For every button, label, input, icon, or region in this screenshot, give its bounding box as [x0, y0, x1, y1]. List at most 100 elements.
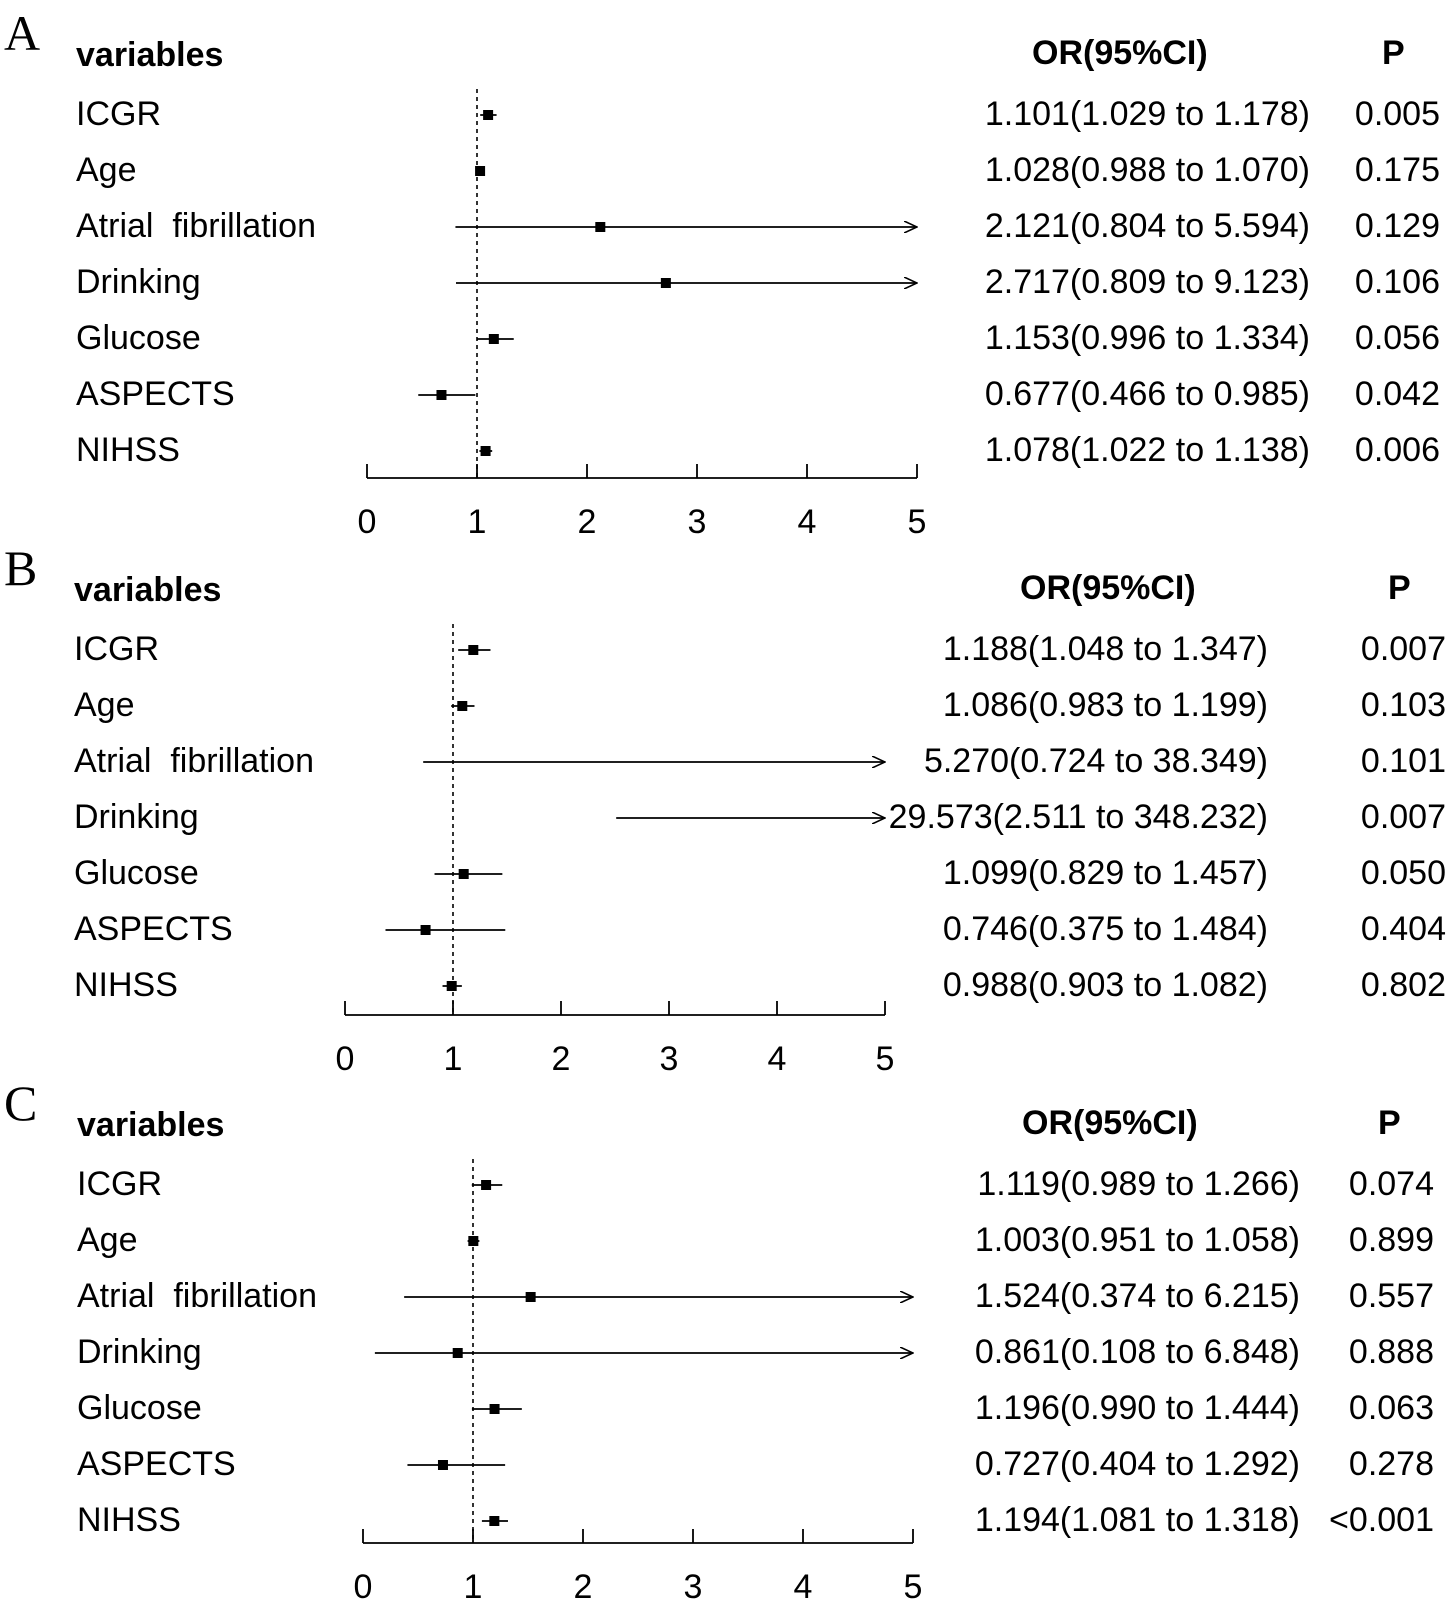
or-point — [489, 1516, 500, 1526]
x-tick-label: 3 — [659, 1040, 679, 1078]
row-or-ci-text: 1.196(0.990 to 1.444) — [974, 1389, 1300, 1427]
or-point — [420, 925, 431, 935]
row-or-ci-text: 0.746(0.375 to 1.484) — [942, 910, 1268, 948]
row-variable-label: Atrial fibrillation — [74, 742, 314, 780]
row-p-value: 0.042 — [1354, 375, 1440, 413]
row-variable-label: ASPECTS — [74, 910, 233, 948]
row-variable-label: Atrial fibrillation — [77, 1277, 317, 1315]
panel-letter: C — [4, 1075, 38, 1131]
header-variables: variables — [77, 1106, 225, 1144]
row-or-ci-text: 1.028(0.988 to 1.070) — [984, 151, 1310, 189]
row-p-value: 0.007 — [1360, 798, 1446, 836]
row-p-value: 0.802 — [1360, 966, 1446, 1004]
x-tick-label: 4 — [767, 1040, 787, 1078]
header-or-ci: OR(95%CI) — [1020, 569, 1196, 607]
x-tick-label: 4 — [797, 503, 817, 541]
row-variable-label: NIHSS — [76, 431, 180, 469]
x-tick-label: 5 — [903, 1568, 923, 1606]
row-variable-label: Atrial fibrillation — [76, 207, 316, 245]
row-or-ci-text: 5.270(0.724 to 38.349) — [923, 742, 1268, 780]
forest-plot-svg-c — [362, 1159, 1455, 1544]
row-variable-label: NIHSS — [77, 1501, 181, 1539]
or-point — [483, 110, 494, 120]
row-p-value: 0.175 — [1354, 151, 1440, 189]
row-variable-label: ASPECTS — [77, 1445, 236, 1483]
or-point — [446, 981, 457, 991]
row-or-ci-text: 1.153(0.996 to 1.334) — [984, 319, 1310, 357]
or-point — [488, 334, 499, 344]
row-variable-label: Age — [74, 686, 135, 724]
row-or-ci-text: 29.573(2.511 to 348.232) — [888, 798, 1268, 836]
row-p-value: 0.101 — [1360, 742, 1446, 780]
forest-plot-svg-b — [344, 624, 1455, 1016]
header-p: P — [1388, 569, 1411, 607]
row-or-ci-text: 1.078(1.022 to 1.138) — [984, 431, 1310, 469]
row-or-ci-text: 1.194(1.081 to 1.318) — [974, 1501, 1300, 1539]
row-p-value: <0.001 — [1329, 1501, 1434, 1539]
x-tick-label: 3 — [683, 1568, 703, 1606]
row-variable-label: ICGR — [77, 1165, 162, 1203]
x-tick-label: 1 — [463, 1568, 483, 1606]
header-p: P — [1382, 34, 1405, 72]
row-p-value: 0.050 — [1360, 854, 1446, 892]
row-p-value: 0.007 — [1360, 630, 1446, 668]
header-variables: variables — [76, 36, 224, 74]
x-tick-label: 0 — [357, 503, 377, 541]
or-point — [468, 645, 479, 655]
row-p-value: 0.557 — [1348, 1277, 1434, 1315]
or-point — [595, 222, 606, 232]
row-p-value: 0.888 — [1348, 1333, 1434, 1371]
or-point — [525, 1292, 536, 1302]
row-variable-label: Glucose — [74, 854, 199, 892]
row-variable-label: Glucose — [76, 319, 201, 357]
or-point — [437, 1460, 448, 1470]
row-p-value: 0.278 — [1348, 1445, 1434, 1483]
or-point — [458, 869, 469, 879]
or-point — [481, 1180, 492, 1190]
row-p-value: 0.005 — [1354, 95, 1440, 133]
or-point — [468, 1236, 479, 1246]
or-point — [457, 701, 468, 711]
row-or-ci-text: 1.086(0.983 to 1.199) — [942, 686, 1268, 724]
or-point — [480, 446, 491, 456]
row-p-value: 0.074 — [1348, 1165, 1434, 1203]
row-variable-label: Drinking — [76, 263, 201, 301]
x-tick-label: 2 — [577, 503, 597, 541]
x-tick-label: 4 — [793, 1568, 813, 1606]
row-p-value: 0.899 — [1348, 1221, 1434, 1259]
row-variable-label: ICGR — [76, 95, 161, 133]
row-or-ci-text: 0.727(0.404 to 1.292) — [974, 1445, 1300, 1483]
forest-plot-svg-a — [366, 89, 1455, 479]
row-or-ci-text: 0.988(0.903 to 1.082) — [942, 966, 1268, 1004]
or-point — [436, 390, 447, 400]
row-p-value: 0.103 — [1360, 686, 1446, 724]
row-p-value: 0.106 — [1354, 263, 1440, 301]
header-or-ci: OR(95%CI) — [1032, 34, 1208, 72]
row-or-ci-text: 1.188(1.048 to 1.347) — [942, 630, 1268, 668]
row-or-ci-text: 2.717(0.809 to 9.123) — [984, 263, 1310, 301]
row-or-ci-text: 1.099(0.829 to 1.457) — [942, 854, 1268, 892]
or-point — [489, 1404, 500, 1414]
row-variable-label: ASPECTS — [76, 375, 235, 413]
header-p: P — [1378, 1104, 1401, 1142]
panel-letter: A — [4, 5, 41, 61]
row-p-value: 0.129 — [1354, 207, 1440, 245]
x-tick-label: 5 — [907, 503, 927, 541]
row-variable-label: NIHSS — [74, 966, 178, 1004]
header-variables: variables — [74, 571, 222, 609]
row-or-ci-text: 1.003(0.951 to 1.058) — [974, 1221, 1300, 1259]
header-or-ci: OR(95%CI) — [1022, 1104, 1198, 1142]
row-or-ci-text: 0.677(0.466 to 0.985) — [984, 375, 1310, 413]
row-variable-label: Glucose — [77, 1389, 202, 1427]
or-point — [475, 166, 486, 176]
panel-letter: B — [4, 540, 38, 596]
x-tick-label: 0 — [353, 1568, 373, 1606]
x-tick-label: 3 — [687, 503, 707, 541]
row-variable-label: Age — [77, 1221, 138, 1259]
row-or-ci-text: 2.121(0.804 to 5.594) — [984, 207, 1310, 245]
row-variable-label: Drinking — [74, 798, 199, 836]
or-point — [452, 1348, 463, 1358]
x-tick-label: 1 — [467, 503, 487, 541]
